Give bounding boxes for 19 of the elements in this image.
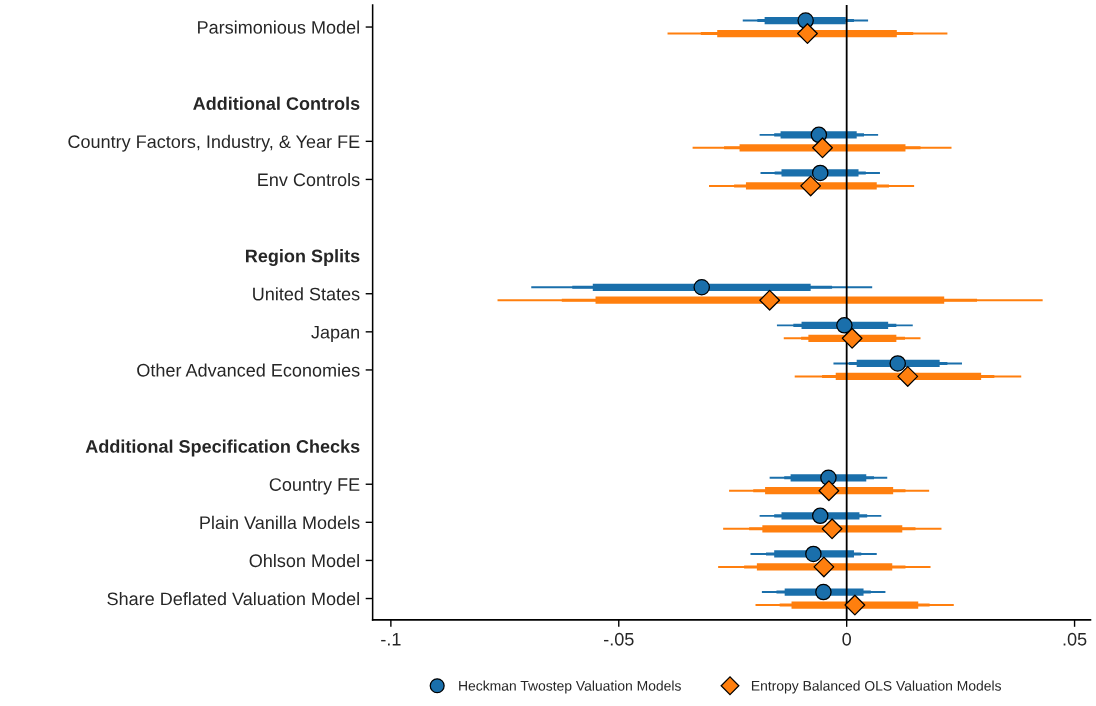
y-tick-label: Plain Vanilla Models xyxy=(200,515,360,530)
y-tick-label: Additional Specification Checks xyxy=(85,439,360,457)
x-tick-label: 0 xyxy=(842,632,851,646)
y-tick-label: Other Advanced Economies xyxy=(137,363,360,377)
y-tick-label: Additional Controls xyxy=(193,96,360,110)
y-tick-label: Region Splits xyxy=(246,249,360,266)
y-tick-label: Share Deflated Valuation Model xyxy=(107,591,359,606)
legend-label: Entropy Balanced OLS Valuation Models xyxy=(751,680,1002,694)
x-tick-label: -.05 xyxy=(604,632,634,646)
y-tick-label: Country Factors, Industry, & Year FE xyxy=(68,134,360,152)
y-tick-label: United States xyxy=(253,287,360,301)
legend-label: Heckman Twostep Valuation Models xyxy=(459,680,681,694)
x-tick-label: -.1 xyxy=(381,633,401,646)
x-tick-label: .05 xyxy=(1063,632,1087,646)
y-tick-label: Country FE xyxy=(269,478,360,495)
y-tick-label: Env Controls xyxy=(258,172,360,187)
y-tick-label: Japan xyxy=(311,325,359,343)
y-tick-label: Ohlson Model xyxy=(249,553,359,568)
y-tick-label: Parsimonious Model xyxy=(198,20,359,34)
